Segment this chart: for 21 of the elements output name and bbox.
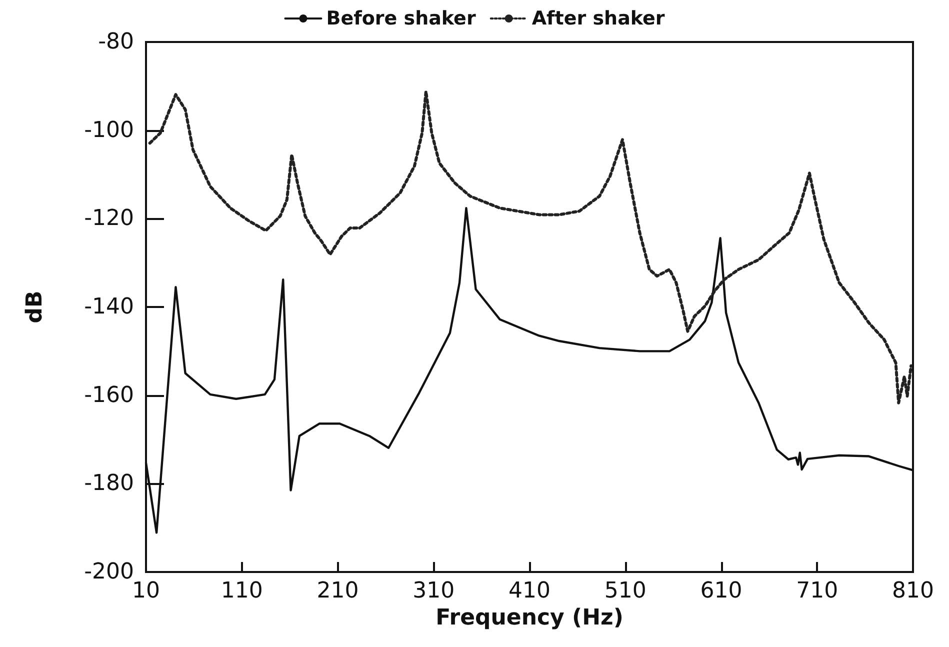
x-tick-label: 810	[892, 578, 934, 604]
x-tick-label: 410	[508, 578, 550, 604]
legend-label: Before shaker	[326, 8, 476, 30]
x-tick-label: 10	[132, 578, 160, 604]
y-tick-label: -180	[84, 471, 134, 496]
y-tick-label: -120	[84, 206, 134, 232]
x-tick-label: 310	[412, 578, 455, 604]
x-tick-label: 110	[220, 578, 263, 604]
line-series	[148, 90, 913, 404]
x-tick-label: 510	[604, 578, 646, 604]
y-tick-label: -200	[84, 560, 134, 584]
y-tick-label: -140	[84, 294, 134, 320]
y-tick-label: -160	[84, 382, 134, 408]
x-axis-title: Frequency (Hz)	[436, 605, 624, 630]
legend-label: After shaker	[532, 8, 666, 30]
y-tick-label: -80	[98, 30, 134, 54]
x-tick-label: 610	[700, 578, 742, 604]
y-axis-title: dB	[22, 290, 48, 324]
y-tick-label: -100	[84, 118, 134, 143]
x-tick-label: 210	[316, 578, 359, 604]
x-tick-label: 710	[796, 578, 838, 604]
